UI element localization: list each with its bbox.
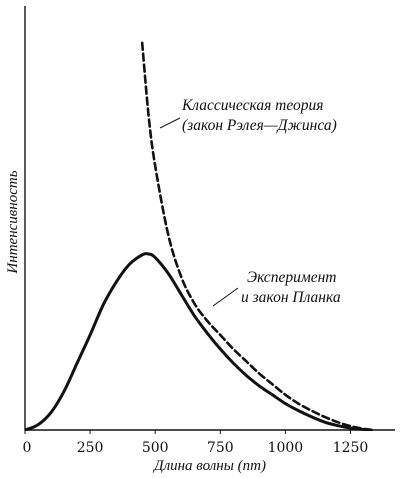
annotation-planck-line2: и закон Планка [241, 289, 341, 306]
annotation-classical: Классическая теория (закон Рэлея—Джинса) [159, 97, 337, 134]
series-rayleigh-jeans-line [140, 41, 373, 431]
series-layer [25, 41, 373, 431]
annotation-classical-line1: Классическая теория [181, 97, 323, 114]
x-tick-label: 500 [142, 440, 169, 456]
x-tick-label: 250 [77, 440, 104, 456]
series-planck-line [25, 252, 373, 431]
x-tick-label: 0 [23, 440, 32, 456]
axes [24, 6, 395, 431]
x-tick-label: 1000 [268, 440, 304, 456]
x-ticks: 0 250 500 750 1000 1250 [23, 430, 369, 456]
x-axis-label: Длина волны (nm) [152, 458, 266, 474]
annotation-planck-line1: Эксперимент [247, 269, 336, 286]
annotation-planck-pointer [212, 287, 239, 307]
x-tick-label: 1250 [333, 440, 369, 456]
annotation-classical-line2: (закон Рэлея—Джинса) [182, 117, 337, 134]
y-axis-label: Интенсивность [5, 170, 21, 274]
x-tick-label: 750 [207, 440, 234, 456]
annotation-classical-pointer [159, 117, 181, 129]
annotation-planck: Эксперимент и закон Планка [212, 269, 341, 307]
